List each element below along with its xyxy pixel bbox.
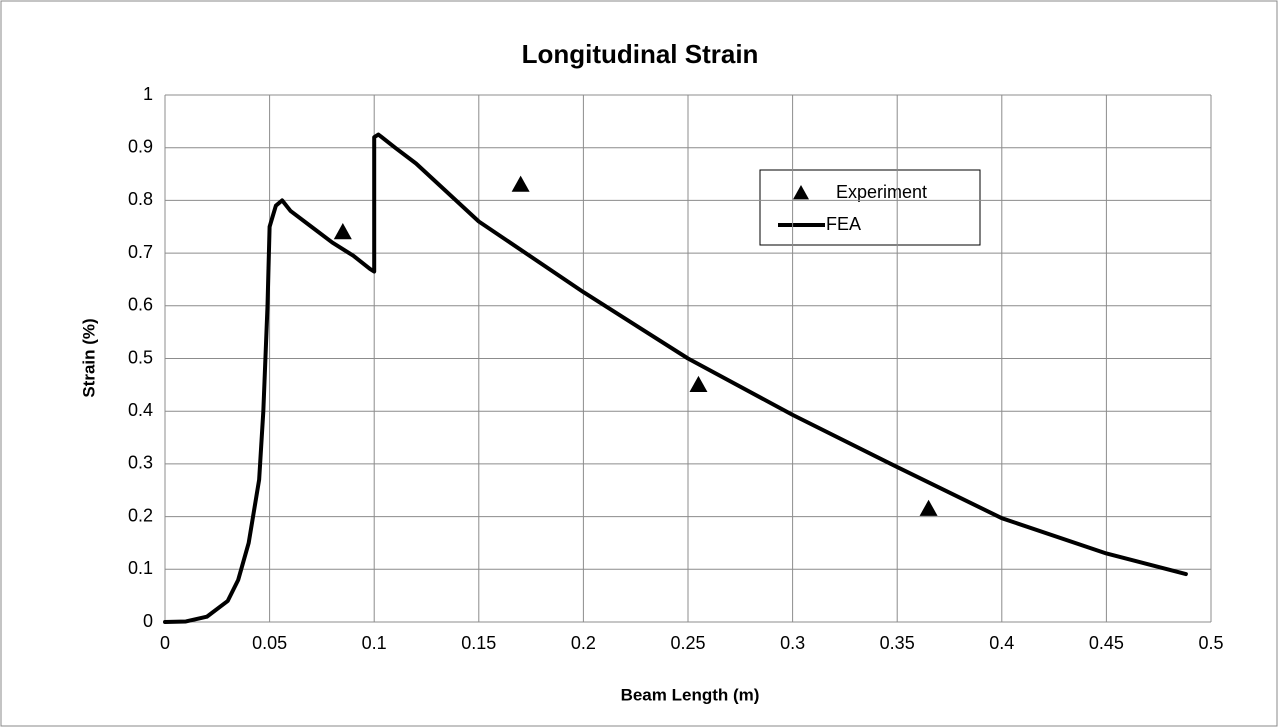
legend-label: Experiment: [836, 182, 927, 202]
x-tick-label: 0.5: [1198, 633, 1223, 653]
legend: Experiment FEA: [759, 169, 981, 246]
y-tick-label: 0.7: [128, 242, 153, 262]
marker: [333, 223, 352, 240]
x-tick-label: 0.35: [880, 633, 915, 653]
marker: [919, 499, 938, 516]
y-tick-label: 0: [143, 611, 153, 631]
legend-marker: [793, 185, 809, 200]
y-axis-title: Strain (%): [79, 318, 98, 397]
y-tick-label: 0.3: [128, 453, 153, 473]
y-tick-label: 0.9: [128, 136, 153, 156]
y-tick-label: 0.5: [128, 347, 153, 367]
y-tick-label: 0.4: [128, 400, 153, 420]
x-tick-label: 0: [160, 633, 170, 653]
legend-label: FEA: [826, 214, 861, 234]
x-tick-label: 0.1: [362, 633, 387, 653]
marker: [511, 175, 530, 192]
x-tick-label: 0.2: [571, 633, 596, 653]
line: [163, 132, 1188, 624]
marker: [689, 375, 708, 393]
x-tick-label: 0.15: [461, 633, 496, 653]
x-tick-label: 0.05: [252, 633, 287, 653]
x-tick-label: 0.45: [1089, 633, 1124, 653]
y-tick-label: 0.1: [128, 558, 153, 578]
x-tick-label: 0.3: [780, 633, 805, 653]
x-tick-label: 0.25: [670, 633, 705, 653]
chart-title: Longitudinal Strain: [522, 39, 759, 69]
x-axis-title: Beam Length (m): [621, 685, 760, 704]
legend-box: [759, 169, 981, 246]
y-tick-label: 0.8: [128, 189, 153, 209]
y-tick-label: 0.6: [128, 295, 153, 315]
y-tick-label: 1: [143, 84, 153, 104]
y-tick-label: 0.2: [128, 505, 153, 525]
x-tick-label: 0.4: [989, 633, 1014, 653]
